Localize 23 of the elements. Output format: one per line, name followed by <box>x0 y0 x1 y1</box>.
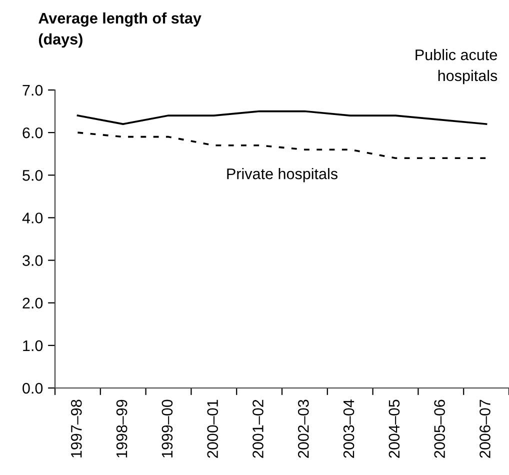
x-tick-label: 1998–99 <box>116 400 128 458</box>
x-tick-label: 2005–06 <box>434 400 445 458</box>
y-tick-label: 1.0 <box>23 340 43 352</box>
x-tick-label: 2000–01 <box>207 400 218 458</box>
y-tick-label: 0.0 <box>22 382 43 394</box>
x-tick-label: 1997–98 <box>70 400 82 458</box>
x-tick-label: 2003–04 <box>343 400 354 458</box>
y-tick-label: 7.0 <box>22 84 43 96</box>
y-tick-label: 3.0 <box>22 255 43 266</box>
x-tick-label: 2002–03 <box>298 400 309 458</box>
x-tick-label: 2004–05 <box>388 400 400 458</box>
x-tick-label: 2001–02 <box>252 400 264 458</box>
x-tick-label: 2006–07 <box>480 400 490 458</box>
y-tick-label: 6.0 <box>22 127 43 138</box>
y-tick-label: 4.0 <box>22 212 43 224</box>
series-label: Private hospitals <box>227 168 338 182</box>
text: Public acute hospitals <box>416 49 498 84</box>
y-tick-label: 2.0 <box>22 298 43 309</box>
x-tick-label: 1999–00 <box>162 400 173 458</box>
line-series <box>76 110 488 125</box>
y-axis-title: Average length of stay (days) <box>38 12 202 48</box>
line-series <box>76 132 488 160</box>
y-tick-label: 5.0 <box>22 170 43 181</box>
